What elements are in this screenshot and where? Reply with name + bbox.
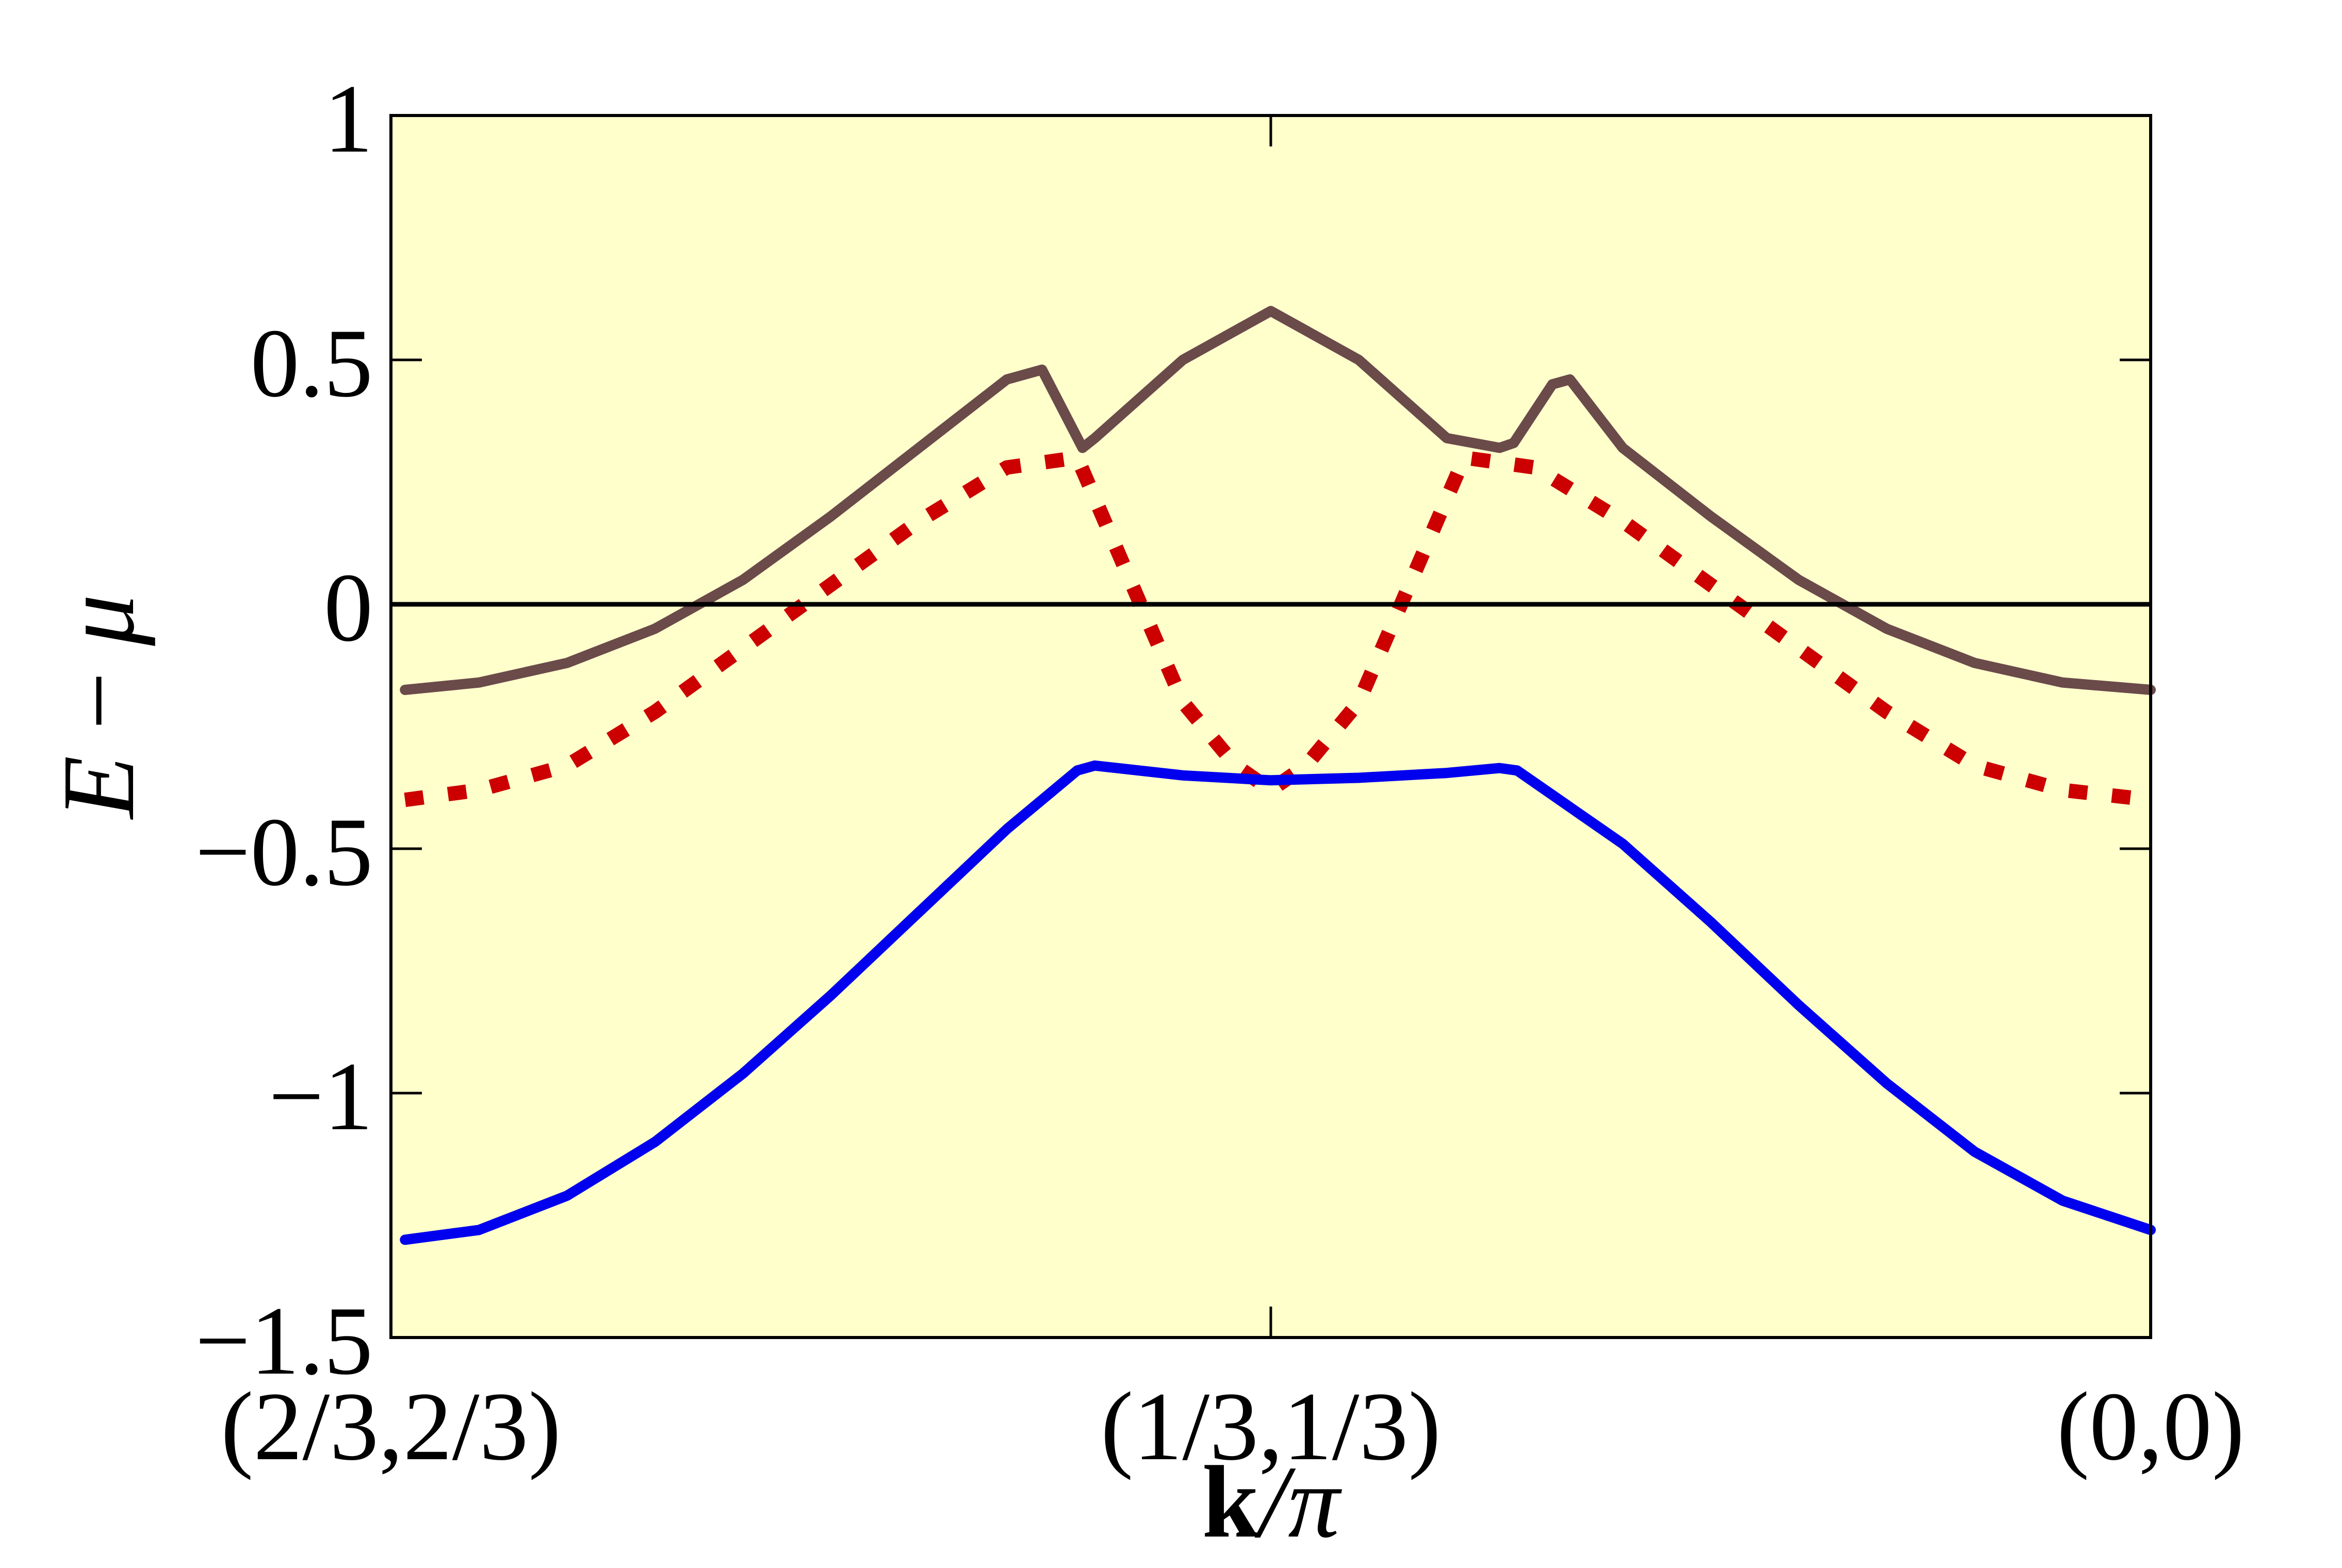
y-axis-label-mu: μ — [42, 594, 156, 646]
x-axis-label-rest: /π — [1254, 1445, 1342, 1559]
y-tick-label: 1 — [324, 65, 373, 173]
x-tick-label: (2/3,2/3) — [221, 1373, 561, 1481]
y-tick-label: 0 — [324, 554, 373, 662]
x-tick-label: (0,0) — [2057, 1373, 2245, 1481]
y-tick-label: −1 — [269, 1043, 373, 1151]
y-tick-label: −0.5 — [195, 798, 373, 906]
y-tick-label: −1.5 — [195, 1287, 373, 1395]
plot-area — [391, 115, 2151, 1338]
y-tick-labels: 1 0.5 0 −0.5 −1 −1.5 — [195, 65, 373, 1395]
x-tick-labels: (2/3,2/3) (1/3,1/3) (0,0) — [221, 1373, 2245, 1481]
x-axis-label-bold: k — [1202, 1445, 1259, 1559]
series-layer — [400, 306, 2156, 1245]
x-tick-label: (1/3,1/3) — [1101, 1373, 1441, 1481]
x-axis-label: k/π — [1202, 1445, 1342, 1559]
series-line-3 — [400, 760, 2156, 1245]
y-axis-label-var: E — [42, 756, 156, 820]
y-axis-label-op: − — [42, 672, 156, 730]
series-line-1 — [400, 306, 2156, 695]
y-tick-label: 0.5 — [251, 309, 373, 418]
y-axis-label: E − μ — [42, 594, 156, 820]
plot-frame — [389, 114, 2152, 1339]
